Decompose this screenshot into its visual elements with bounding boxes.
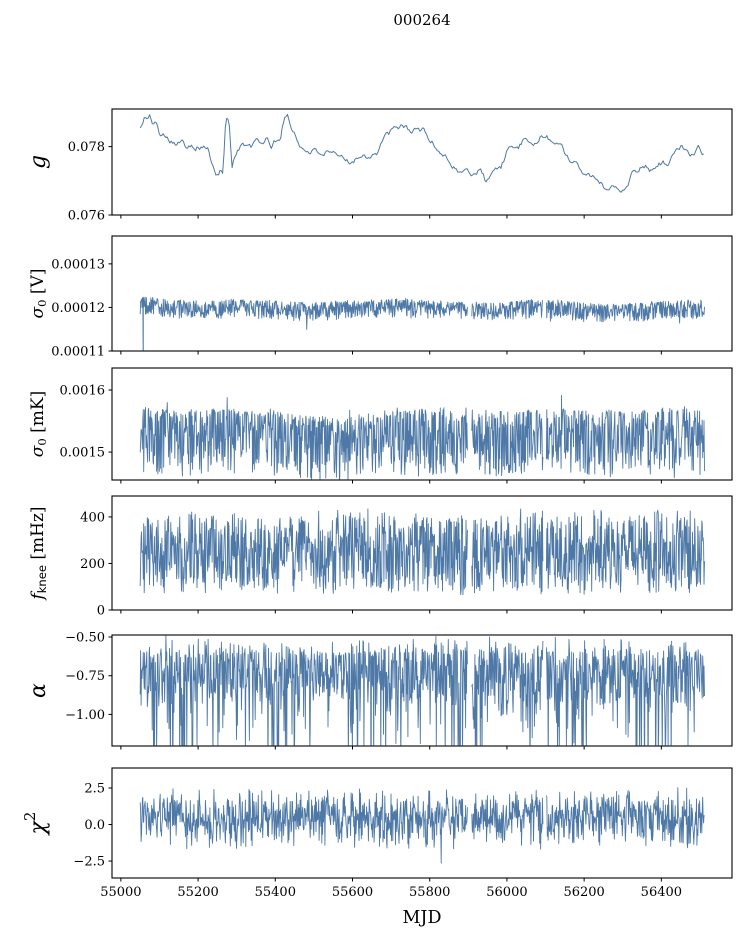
y-tick-label: −0.75	[65, 669, 105, 684]
y-tick-label: 0.078	[68, 140, 105, 155]
y-tick-label: 0.0	[84, 818, 105, 833]
y-tick-label: 0.00011	[51, 344, 105, 359]
y-tick-label: 0.00013	[51, 257, 105, 272]
panel-g: 0.076 0.078 g	[26, 108, 733, 223]
panel-chi2: 2.5 0.0 −2.5 55000 55200 55400 55600 55800 56000…	[21, 767, 733, 900]
axes-frame	[111, 634, 733, 747]
y-axis-label-sigma0-mK: σ0 [mK]	[28, 391, 49, 457]
panel-fknee: 0 200 400 fknee [mHz]	[28, 495, 733, 618]
series-chi2	[139, 787, 705, 864]
y-tick-label: 0.00012	[51, 301, 105, 316]
y-tick-label: 0.076	[68, 208, 105, 223]
y-tick-label: 400	[80, 510, 105, 525]
axes-frame	[111, 495, 733, 611]
x-tick-label: 56000	[486, 885, 527, 900]
x-tick-label: 55200	[177, 885, 218, 900]
figure-title: 000264	[393, 11, 450, 29]
y-axis-label-fknee: fknee [mHz]	[28, 506, 49, 601]
x-tick-label: 55800	[409, 885, 450, 900]
x-tick-label: 55400	[255, 885, 296, 900]
axes-frame	[111, 108, 733, 216]
series-fknee	[139, 508, 705, 596]
x-axis-label: MJD	[403, 908, 442, 928]
x-tick-label: 55600	[332, 885, 373, 900]
y-tick-label: 0	[97, 603, 105, 618]
panel-sigma0-mK: 0.0015 0.0016 σ0 [mK]	[28, 367, 733, 484]
y-tick-label: 0.0015	[60, 445, 106, 460]
y-axis-label-chi2: χ2	[21, 812, 51, 837]
y-axis-label-sigma0-V: σ0 [V]	[28, 269, 49, 319]
y-tick-label: 200	[80, 557, 105, 572]
series-sigma0-mK	[139, 394, 705, 480]
y-tick-label: −0.50	[65, 630, 105, 645]
y-axis-label-g: g	[26, 155, 51, 169]
axes-frame	[111, 235, 733, 352]
axes-frame	[111, 367, 733, 481]
y-tick-label: −1.00	[65, 708, 105, 723]
y-tick-label: 2.5	[84, 781, 105, 796]
x-tick-label: 56200	[563, 885, 604, 900]
series-sigma0-V	[139, 296, 705, 351]
x-tick-label: 55000	[100, 885, 141, 900]
series-g	[139, 113, 704, 193]
x-tick-label: 56400	[641, 885, 682, 900]
series-alpha	[139, 635, 705, 746]
panel-alpha: −0.50 −0.75 −1.00 α	[26, 630, 733, 750]
y-tick-label: −2.5	[73, 854, 105, 869]
y-tick-label: 0.0016	[60, 383, 106, 398]
y-axis-label-alpha: α	[26, 683, 51, 698]
axes-frame	[111, 767, 733, 879]
